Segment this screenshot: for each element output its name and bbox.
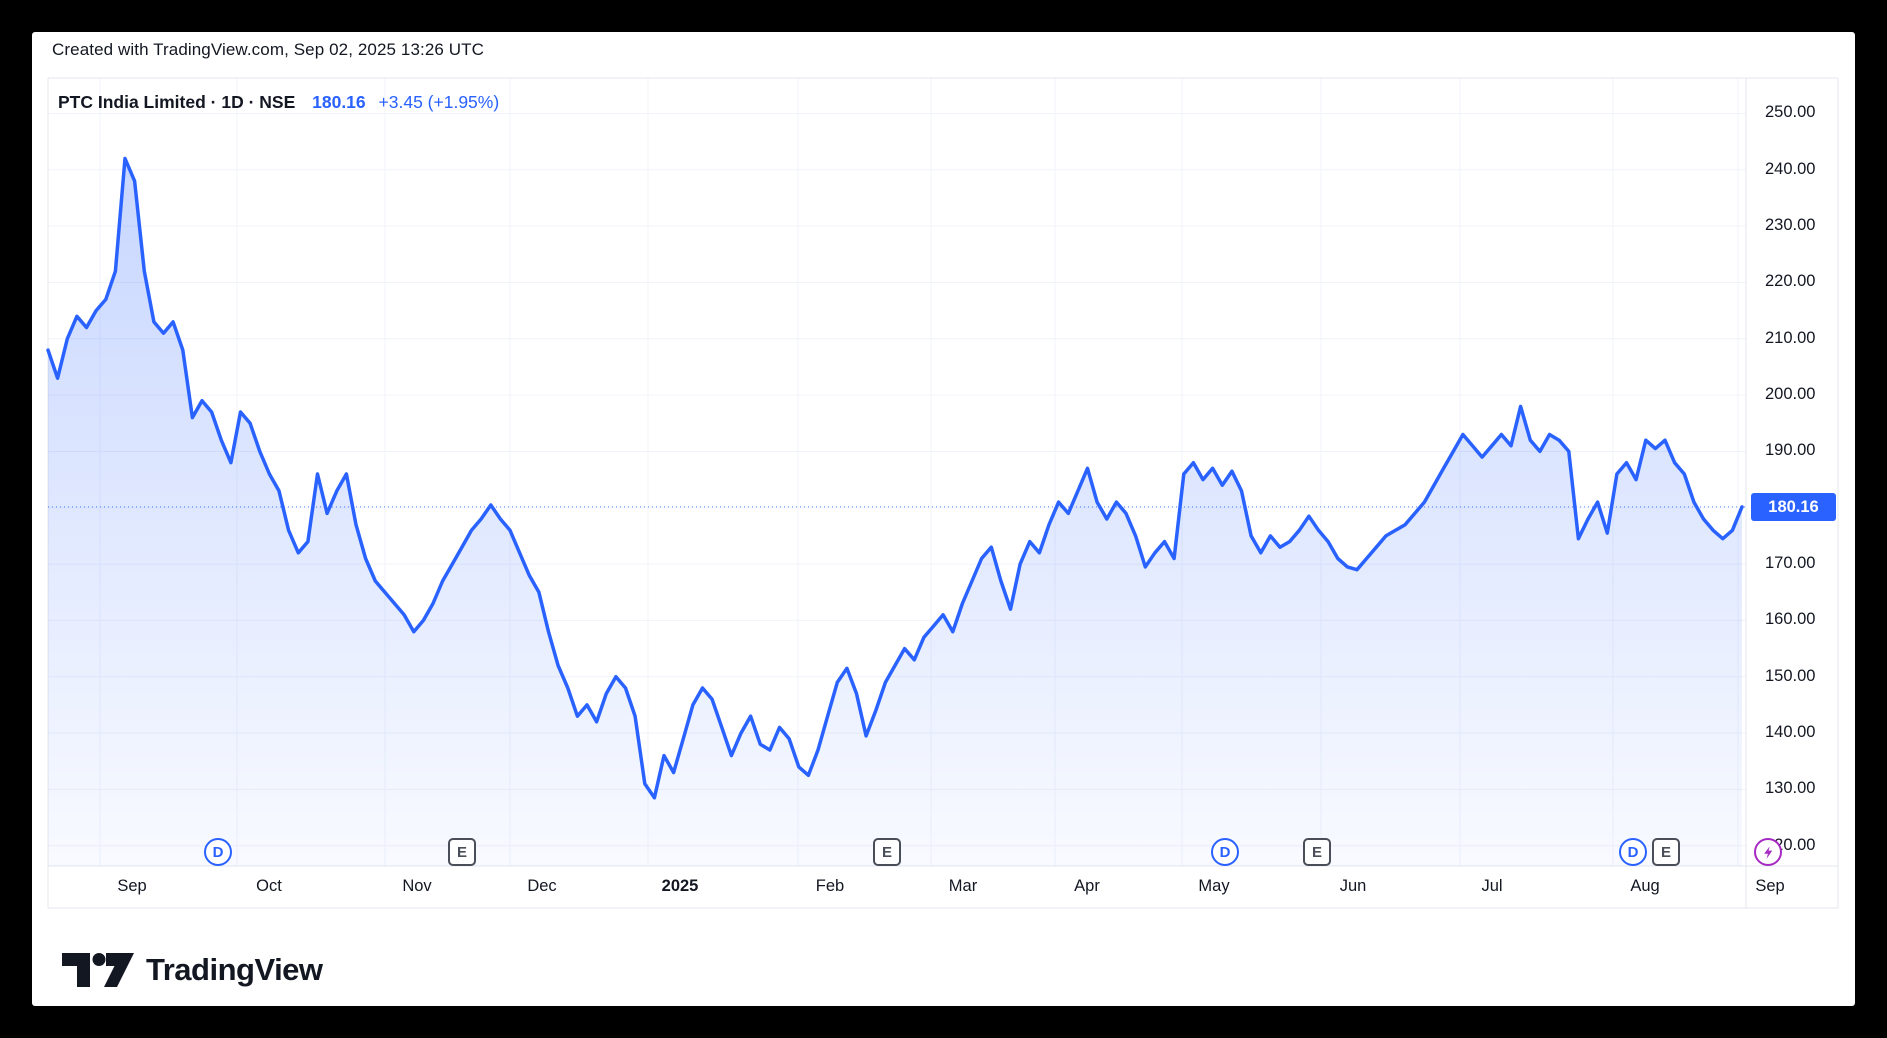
price-tick-label: 150.00 <box>1765 666 1816 685</box>
time-tick-label: Feb <box>815 877 845 895</box>
time-tick-label: Sep <box>117 877 147 895</box>
price-tick-label: 230.00 <box>1765 216 1816 235</box>
event-marker-dividend[interactable]: D <box>1211 838 1239 866</box>
price-tick-label: 170.00 <box>1765 554 1816 573</box>
time-tick-label: Aug <box>1630 877 1660 895</box>
event-marker-dividend[interactable]: D <box>204 838 232 866</box>
chart-widget: Created with TradingView.com, Sep 02, 20… <box>32 32 1855 1006</box>
symbol-name: PTC India Limited · 1D · NSE <box>58 92 296 112</box>
tradingview-logo-icon <box>62 953 134 987</box>
time-tick-label: Oct <box>256 877 282 895</box>
price-tick-label: 200.00 <box>1765 385 1816 404</box>
last-price-badge: 180.16 <box>1751 492 1836 521</box>
time-tick-label: Jul <box>1481 877 1503 895</box>
last-price: 180.16 <box>312 92 366 112</box>
event-marker-flash-icon[interactable] <box>1754 838 1782 866</box>
symbol-title: PTC India Limited · 1D · NSE 180.16 +3.4… <box>58 92 499 113</box>
price-tick-label: 250.00 <box>1765 103 1816 122</box>
event-marker-dividend[interactable]: D <box>1619 838 1647 866</box>
price-change: +3.45 (+1.95%) <box>378 92 500 112</box>
price-tick-label: 240.00 <box>1765 159 1816 178</box>
event-marker-earnings[interactable]: E <box>1652 838 1680 866</box>
price-tick-label: 190.00 <box>1765 441 1816 460</box>
price-tick-label: 210.00 <box>1765 328 1816 347</box>
time-tick-label: Sep <box>1755 877 1785 895</box>
time-tick-label: Nov <box>402 877 432 895</box>
time-tick-label: Jun <box>1339 877 1367 895</box>
attribution-text: Created with TradingView.com, Sep 02, 20… <box>52 40 485 59</box>
price-tick-label: 130.00 <box>1765 779 1816 798</box>
time-tick-label: May <box>1198 877 1230 895</box>
chart-panel: Created with TradingView.com, Sep 02, 20… <box>32 32 1855 1006</box>
time-tick-label: 2025 <box>661 877 699 895</box>
price-tick-label: 160.00 <box>1765 610 1816 629</box>
time-tick-label: Dec <box>527 877 557 895</box>
event-marker-earnings[interactable]: E <box>448 838 476 866</box>
price-tick-label: 220.00 <box>1765 272 1816 291</box>
chart-surface[interactable] <box>32 32 1855 1006</box>
event-marker-earnings[interactable]: E <box>1303 838 1331 866</box>
price-tick-label: 140.00 <box>1765 723 1816 742</box>
event-marker-earnings[interactable]: E <box>873 838 901 866</box>
time-tick-label: Apr <box>1074 877 1100 895</box>
time-tick-label: Mar <box>948 877 978 895</box>
tradingview-logo[interactable]: TradingView <box>62 952 323 988</box>
price-area-fill <box>48 158 1742 866</box>
price-line <box>46 156 1744 800</box>
tradingview-logo-text: TradingView <box>146 952 323 987</box>
